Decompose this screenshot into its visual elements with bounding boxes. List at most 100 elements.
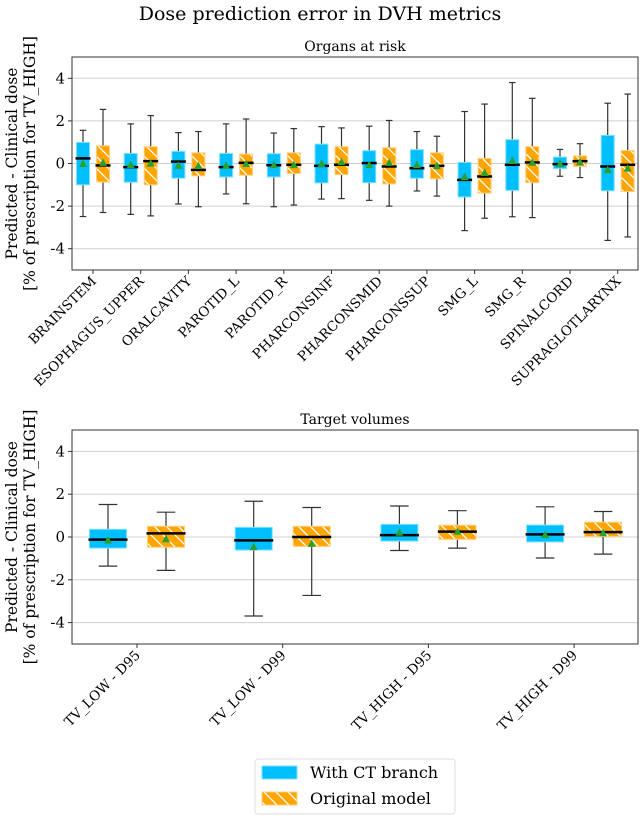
y-tick-label: -2 — [50, 571, 65, 589]
x-tick-label: PHARCONSINF — [249, 274, 338, 363]
box-original-pharconsmid — [381, 119, 397, 207]
y-tick-label: 2 — [55, 485, 65, 503]
mean-marker — [174, 161, 183, 169]
mean-marker — [508, 156, 517, 165]
box-with-ct-smg-r — [504, 81, 520, 218]
y-axis-label-line2: [% of prescription for TV_HIGH] — [21, 36, 39, 291]
box-original-tv-low-d95 — [146, 511, 186, 571]
mean-marker — [432, 161, 441, 170]
box-with-ct-smg-l — [457, 110, 473, 232]
box-with-ct-tv-low-d95 — [88, 503, 128, 567]
y-axis-label-line1: Predicted - Clinical dose — [3, 441, 21, 633]
box-with-ct-brainstem — [75, 129, 91, 218]
box-original-tv-high-d95 — [437, 510, 477, 549]
x-tick-label: PHARCONSSUP — [343, 274, 434, 365]
mean-marker — [365, 160, 374, 169]
mean-marker — [222, 161, 231, 169]
box-with-ct-pharconssup — [409, 130, 425, 192]
box-with-ct-oralcavity — [170, 132, 186, 205]
box-original-oralcavity — [190, 130, 206, 208]
x-tick-label: TV_HIGH - D99 — [494, 648, 580, 734]
mean-marker — [576, 157, 584, 166]
box-original-spinalcord — [572, 143, 588, 179]
box-original-supraglotlarynx — [620, 93, 636, 238]
x-tick-label: PHARCONSMID — [295, 273, 386, 364]
mean-marker — [623, 164, 632, 172]
mean-marker — [317, 159, 326, 167]
y-tick-label: 2 — [55, 112, 65, 130]
legend-label-with-ct: With CT branch — [310, 763, 438, 782]
box-with-ct-parotid-r — [266, 132, 282, 208]
box-with-ct-tv-high-d99 — [525, 506, 565, 559]
mean-marker — [307, 539, 316, 547]
box-with-ct-pharconsmid — [361, 125, 377, 201]
mean-marker — [162, 534, 170, 543]
mean-marker — [395, 528, 404, 536]
mean-marker — [385, 158, 394, 166]
box-original-parotid-l — [238, 118, 254, 205]
y-tick-label: -4 — [50, 614, 65, 632]
mean-marker — [599, 528, 608, 537]
mean-marker — [412, 160, 421, 169]
box-with-ct-esophagus-upper — [123, 123, 139, 216]
box-original-pharconsinf — [334, 127, 349, 200]
mean-marker — [242, 159, 251, 167]
legend: With CT branch Original model — [254, 758, 456, 815]
box-original-esophagus-upper — [143, 114, 159, 217]
legend-label-original: Original model — [310, 789, 431, 808]
mean-marker — [104, 535, 112, 544]
x-tick-label: TV_LOW - D95 — [61, 648, 143, 730]
y-axis-label-line1: Predicted - Clinical dose — [3, 68, 21, 260]
mean-marker — [194, 161, 203, 170]
x-tick-label: TV_HIGH - D95 — [349, 648, 435, 734]
y-tick-label: -4 — [50, 240, 65, 258]
mean-marker — [79, 159, 87, 167]
axes-frame — [71, 429, 639, 645]
y-tick-label: 4 — [55, 69, 65, 87]
box-iqr — [600, 134, 615, 192]
box-original-tv-high-d99 — [583, 510, 623, 555]
box-with-ct-spinalcord — [552, 148, 568, 177]
box-original-parotid-r — [286, 127, 302, 206]
y-tick-label: -2 — [50, 197, 65, 215]
box-with-ct-pharconsinf — [314, 126, 329, 200]
box-with-ct-supraglotlarynx — [600, 102, 616, 241]
axes-frame — [71, 56, 639, 271]
y-tick-label: 0 — [55, 155, 65, 173]
mean-marker — [249, 542, 258, 551]
legend-swatch-with-ct — [261, 765, 298, 780]
mean-marker — [528, 158, 537, 166]
legend-frame — [254, 758, 456, 815]
box-original-tv-low-d99 — [292, 506, 332, 597]
box-with-ct-tv-high-d95 — [379, 505, 419, 552]
mean-marker — [337, 157, 346, 166]
panel-title: Organs at risk — [304, 39, 406, 55]
mean-marker — [556, 159, 564, 167]
box-original-brainstem — [95, 108, 111, 214]
box-original-smg-l — [477, 103, 493, 219]
mean-marker — [289, 160, 298, 169]
panel-title: Target volumes — [300, 412, 409, 428]
box-original-smg-r — [524, 97, 540, 219]
mean-marker — [460, 172, 469, 181]
y-tick-label: 4 — [55, 442, 65, 460]
mean-marker — [269, 160, 278, 169]
mean-marker — [126, 160, 135, 169]
x-tick-label: SMG_L — [435, 273, 481, 319]
mean-marker — [603, 165, 612, 173]
box-original-pharconssup — [429, 135, 445, 197]
box-with-ct-tv-low-d99 — [234, 500, 274, 617]
box-with-ct-parotid-l — [218, 123, 234, 195]
mean-marker — [541, 530, 550, 539]
panel-target-volumes: -4 -2 0 2 4 Target volumes TV_LOW - D95 TV_LOW … — [3, 410, 639, 734]
mean-marker — [480, 168, 489, 176]
mean-marker — [146, 159, 155, 167]
figure-title: Dose prediction error in DVH metrics — [139, 3, 502, 25]
mean-marker — [453, 527, 462, 535]
y-tick-label: 0 — [55, 528, 65, 546]
mean-marker — [99, 158, 107, 166]
y-axis-label-line2: [% of prescription for TV_HIGH] — [21, 410, 39, 665]
legend-swatch-original — [261, 791, 298, 806]
